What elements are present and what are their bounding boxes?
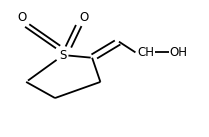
Text: O: O [17,11,27,24]
Text: CH: CH [137,46,154,59]
Text: S: S [60,49,67,62]
Text: OH: OH [170,46,188,59]
Text: O: O [79,11,88,24]
